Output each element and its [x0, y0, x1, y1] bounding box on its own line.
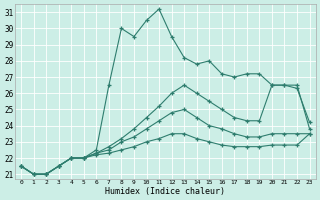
X-axis label: Humidex (Indice chaleur): Humidex (Indice chaleur): [105, 187, 225, 196]
